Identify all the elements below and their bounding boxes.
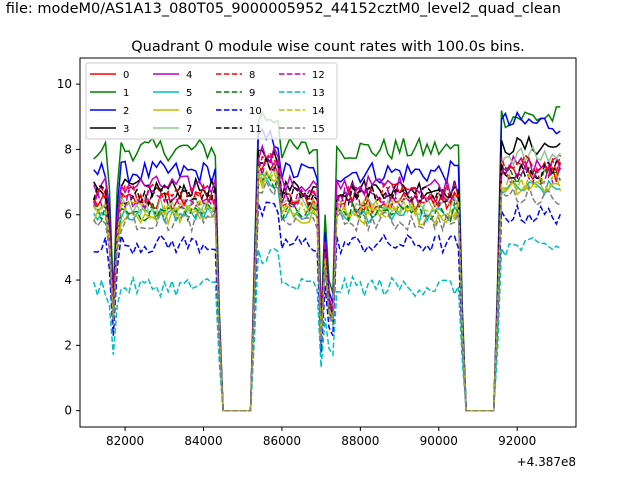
x-tick-label: 82000 bbox=[106, 434, 144, 448]
legend-label-4: 4 bbox=[186, 70, 192, 81]
legend-label-6: 6 bbox=[186, 106, 192, 117]
y-tick-label: 8 bbox=[64, 142, 72, 156]
legend-label-13: 13 bbox=[312, 88, 325, 99]
legend-box bbox=[85, 62, 338, 140]
legend-label-3: 3 bbox=[123, 124, 129, 135]
legend-label-5: 5 bbox=[186, 88, 192, 99]
legend-label-9: 9 bbox=[249, 88, 255, 99]
y-tick-label: 10 bbox=[57, 77, 72, 91]
figure-suptitle: n file: modeM0/AS1A13_080T05_9000005952_… bbox=[0, 1, 561, 17]
x-tick-label: 90000 bbox=[420, 434, 458, 448]
series-line-8 bbox=[92, 151, 562, 412]
y-tick-label: 0 bbox=[64, 404, 72, 418]
legend-label-8: 8 bbox=[249, 70, 255, 81]
x-tick-label: 84000 bbox=[184, 434, 222, 448]
y-tick-label: 2 bbox=[64, 338, 72, 352]
legend-label-15: 15 bbox=[312, 124, 325, 135]
legend-label-11: 11 bbox=[249, 124, 262, 135]
y-axis: 0 2 4 6 8 10 bbox=[57, 77, 80, 418]
x-offset-label: +4.387e8 bbox=[517, 455, 576, 469]
legend-label-12: 12 bbox=[312, 70, 325, 81]
legend-label-14: 14 bbox=[312, 106, 325, 117]
series-line-13 bbox=[92, 236, 561, 412]
series-line-15 bbox=[93, 178, 561, 412]
legend-label-2: 2 bbox=[123, 106, 129, 117]
x-axis: 82000 84000 86000 88000 90000 92000 bbox=[106, 427, 536, 448]
x-tick-label: 92000 bbox=[498, 434, 536, 448]
chart-title: Quadrant 0 module wise count rates with … bbox=[131, 39, 525, 55]
legend-label-1: 1 bbox=[123, 88, 129, 99]
x-tick-label: 86000 bbox=[263, 434, 301, 448]
series-line-10 bbox=[93, 201, 561, 412]
legend-label-0: 0 bbox=[123, 70, 129, 81]
legend-label-7: 7 bbox=[186, 124, 192, 135]
y-tick-label: 4 bbox=[64, 273, 72, 287]
x-tick-label: 88000 bbox=[341, 434, 379, 448]
plot-frame bbox=[79, 57, 577, 428]
y-tick-label: 6 bbox=[64, 208, 72, 222]
series-line-12 bbox=[92, 155, 561, 412]
legend-label-10: 10 bbox=[249, 106, 262, 117]
